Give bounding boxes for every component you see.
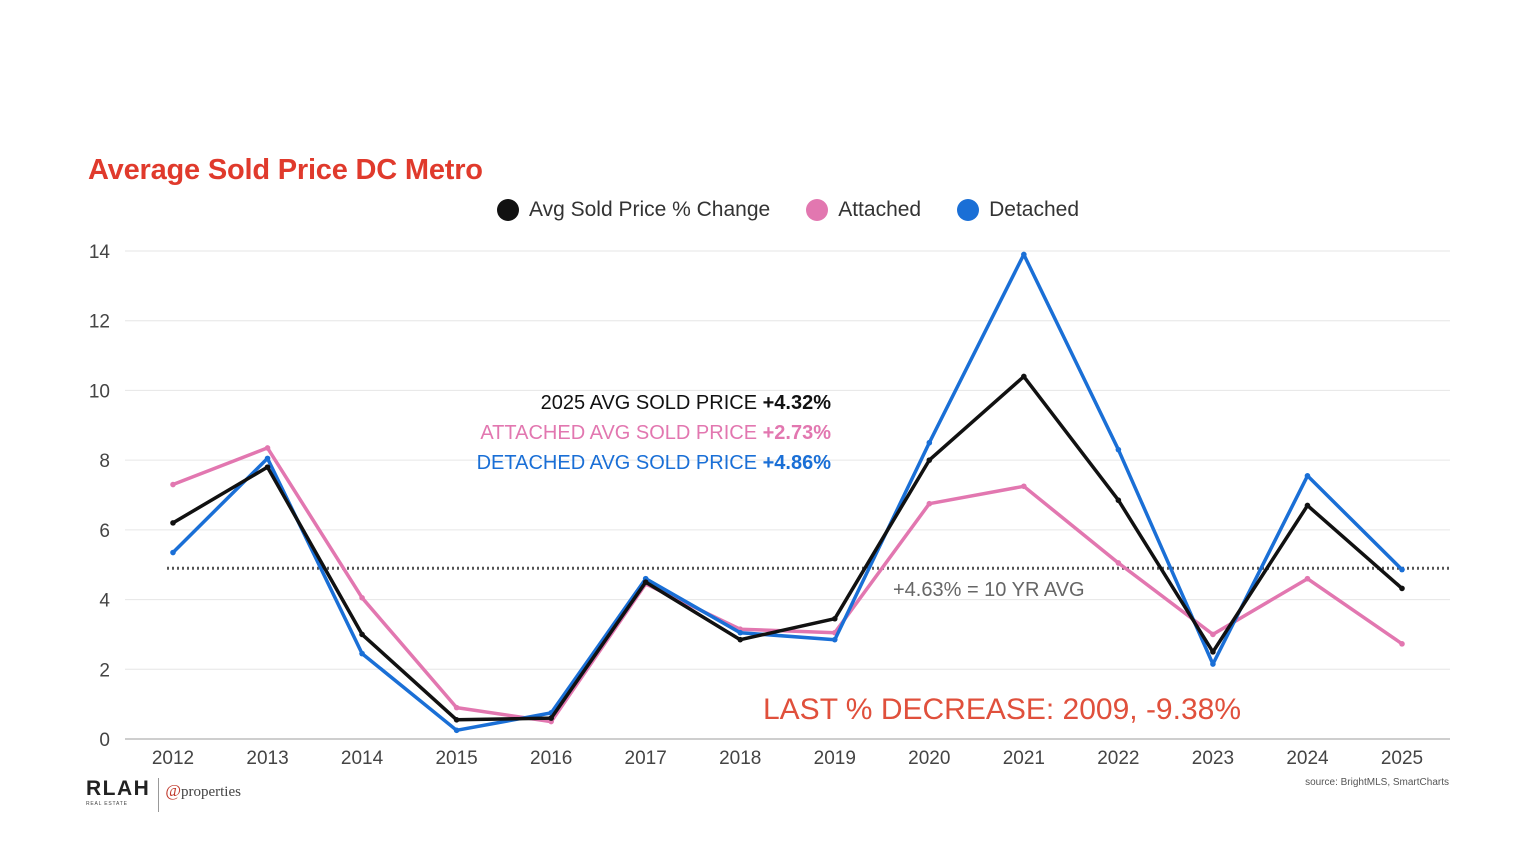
annotation-attached: ATTACHED AVG SOLD PRICE +2.73%: [480, 422, 831, 444]
data-point: [1115, 446, 1122, 453]
data-point: [1021, 373, 1027, 380]
series-line-detached: [171, 252, 1404, 733]
chart-legend: Avg Sold Price % Change Attached Detache…: [0, 198, 1536, 222]
source-note: source: BrightMLS, SmartCharts: [1305, 777, 1449, 788]
data-point: [1021, 251, 1027, 258]
data-point: [1115, 497, 1122, 504]
data-point: [737, 629, 744, 636]
x-tick-label: 2020: [908, 748, 950, 769]
x-tick-label: 2013: [246, 748, 288, 769]
legend-dot-detached: [957, 199, 980, 221]
x-tick-label: 2024: [1286, 748, 1329, 769]
data-point: [453, 727, 460, 734]
legend-label-detached: Detached: [989, 198, 1080, 221]
data-point: [1304, 575, 1311, 582]
y-tick-label: 12: [89, 312, 110, 333]
data-point: [1399, 566, 1405, 573]
x-tick-label: 2014: [341, 748, 384, 769]
annotation-detached: DETACHED AVG SOLD PRICE +4.86%: [477, 452, 832, 474]
brand-logo: RLAH REAL ESTATE @properties: [86, 778, 241, 812]
data-point: [1210, 649, 1216, 655]
y-axis-ticks: 0 2 4 6 8 10 12 14: [89, 242, 111, 751]
y-tick-label: 8: [99, 451, 110, 472]
series-lines: [170, 251, 1405, 734]
data-point: [926, 439, 933, 446]
y-tick-label: 4: [99, 591, 110, 612]
legend-dot-avg: [496, 199, 519, 221]
x-tick-label: 2015: [435, 748, 477, 769]
legend-dot-attached: [806, 199, 829, 221]
data-point: [170, 481, 176, 488]
x-tick-label: 2018: [719, 748, 761, 769]
legend-item-detached: Detached: [957, 198, 1079, 222]
properties-logo: @properties: [165, 778, 241, 805]
legend-label-avg: Avg Sold Price % Change: [528, 198, 771, 221]
y-tick-label: 14: [89, 242, 111, 263]
data-point: [264, 445, 271, 451]
legend-label-attached: Attached: [838, 198, 922, 221]
data-point: [359, 650, 365, 657]
annotation-ten-year-avg: +4.63% = 10 YR AVG: [893, 579, 1085, 601]
data-point: [1304, 502, 1311, 509]
rlah-logo: RLAH REAL ESTATE: [86, 777, 151, 808]
logo-at-symbol: @: [165, 781, 181, 800]
data-point: [831, 615, 838, 622]
logo-brand-sub: REAL ESTATE: [86, 801, 128, 807]
data-point: [1210, 631, 1216, 638]
data-point: [1399, 585, 1405, 592]
data-point: [1304, 473, 1311, 479]
data-point: [642, 579, 649, 585]
series-line-attached: [171, 446, 1404, 724]
legend-item-attached: Attached: [806, 198, 921, 222]
data-point: [926, 500, 933, 507]
y-tick-label: 0: [99, 730, 110, 751]
chart-title: Average Sold Price DC Metro: [88, 154, 483, 186]
y-tick-label: 2: [99, 660, 110, 681]
data-point: [264, 464, 271, 470]
series-line-avg-sold-price-change: [171, 374, 1404, 722]
data-point: [926, 457, 933, 463]
data-point: [831, 636, 838, 643]
data-point: [453, 704, 460, 711]
x-tick-label: 2022: [1097, 748, 1139, 769]
data-point: [1021, 483, 1027, 490]
x-tick-label: 2016: [530, 748, 572, 769]
x-axis-ticks: 2012 2013 2014 2015 2016 2017 2018 2019 2020 2021…: [152, 748, 1423, 769]
x-tick-label: 2023: [1192, 748, 1234, 769]
annotation-avg: 2025 AVG SOLD PRICE +4.32%: [541, 392, 832, 414]
logo-divider: [158, 778, 160, 812]
x-tick-label: 2012: [152, 748, 194, 769]
data-point: [170, 549, 176, 556]
x-tick-label: 2019: [814, 748, 856, 769]
logo-partner-text: properties: [180, 784, 241, 800]
data-point: [264, 455, 271, 462]
data-point: [737, 636, 744, 643]
data-point: [359, 595, 365, 601]
data-point: [170, 520, 176, 526]
x-tick-label: 2021: [1003, 748, 1045, 769]
data-point: [1115, 560, 1122, 566]
x-tick-label: 2017: [625, 748, 667, 769]
legend-item-avg: Avg Sold Price % Change: [496, 198, 771, 222]
data-point: [359, 631, 365, 638]
data-point: [1399, 641, 1405, 647]
logo-brand-text: RLAH: [86, 777, 151, 800]
grid-lines: [125, 250, 1450, 740]
data-point: [1210, 661, 1216, 667]
y-tick-label: 10: [89, 381, 110, 402]
y-tick-label: 6: [99, 521, 110, 542]
annotation-last-decrease: LAST % DECREASE: 2009, -9.38%: [763, 693, 1241, 726]
x-tick-label: 2025: [1381, 748, 1423, 769]
data-point: [548, 715, 554, 721]
data-point: [453, 717, 460, 723]
